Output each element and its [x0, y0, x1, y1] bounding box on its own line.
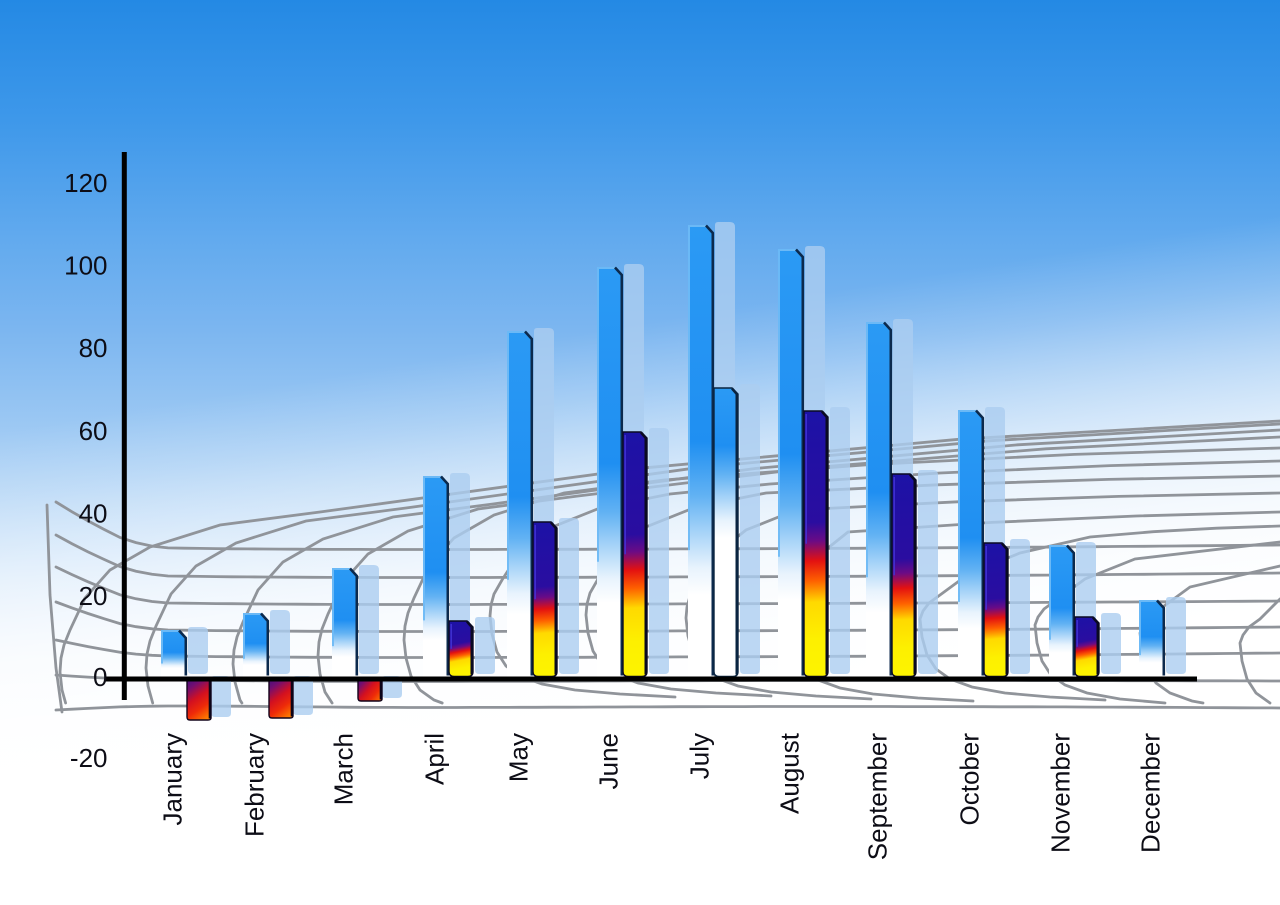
- svg-text:February: February: [240, 733, 270, 837]
- svg-text:December: December: [1136, 733, 1166, 853]
- svg-text:October: October: [955, 733, 985, 826]
- svg-text:80: 80: [79, 333, 108, 363]
- svg-text:0: 0: [93, 662, 107, 692]
- svg-text:120: 120: [64, 168, 107, 198]
- svg-text:May: May: [504, 733, 534, 782]
- svg-text:100: 100: [64, 251, 107, 281]
- svg-text:January: January: [158, 733, 188, 826]
- svg-text:November: November: [1046, 733, 1076, 853]
- svg-text:-20: -20: [70, 743, 108, 773]
- svg-text:40: 40: [79, 499, 108, 529]
- svg-text:August: August: [775, 732, 805, 814]
- svg-text:60: 60: [79, 416, 108, 446]
- svg-text:20: 20: [79, 581, 108, 611]
- svg-text:July: July: [685, 733, 715, 779]
- svg-text:September: September: [863, 733, 893, 861]
- svg-text:June: June: [594, 733, 624, 789]
- svg-text:April: April: [420, 733, 450, 785]
- svg-text:March: March: [329, 733, 359, 805]
